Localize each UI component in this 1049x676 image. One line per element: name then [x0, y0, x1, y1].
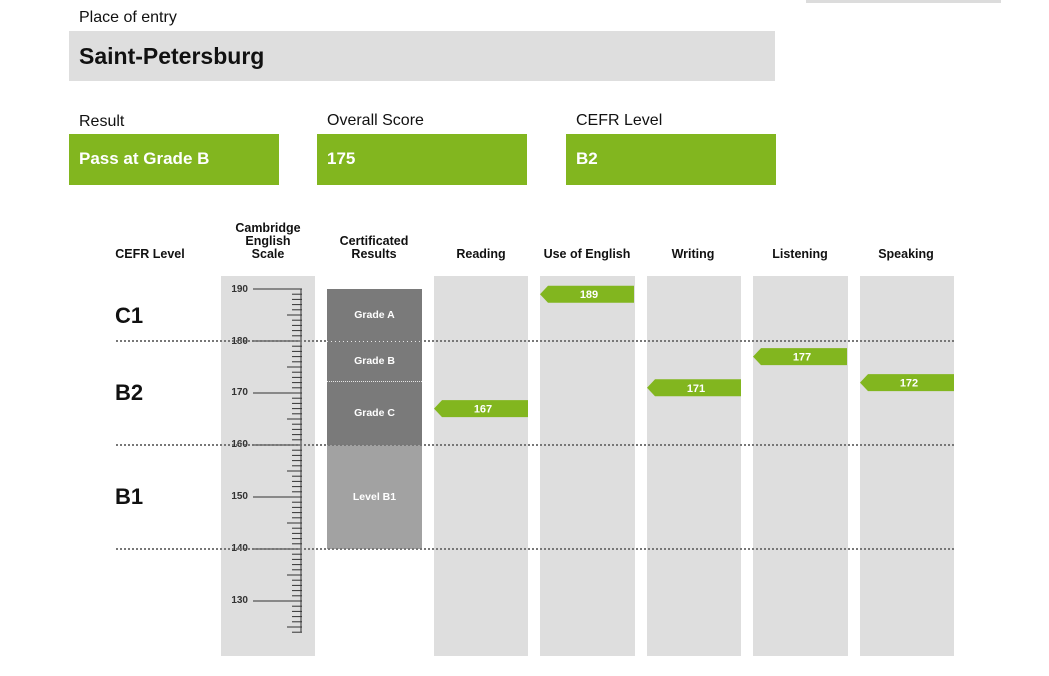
header-speaking: Speaking — [878, 247, 934, 261]
score-marker-listening — [753, 348, 847, 366]
tick-label-190: 190 — [231, 284, 248, 295]
cefr-level-box: B2 — [566, 134, 776, 185]
score-marker-use-of-english — [540, 285, 634, 303]
overall-score-box: 175 — [317, 134, 527, 185]
grade-separator — [327, 381, 422, 382]
cefr-boundary-140 — [116, 548, 954, 550]
cefr-level-b1: B1 — [115, 484, 144, 509]
score-marker-label: 172 — [900, 378, 918, 390]
score-marker-label: 171 — [687, 383, 705, 395]
speaking-column — [860, 276, 954, 656]
cefr-boundary-160 — [116, 444, 954, 446]
header-cefr-level: CEFR Level — [115, 247, 185, 261]
grade-b-band: Grade B — [327, 341, 422, 381]
place-of-entry-label: Place of entry — [79, 9, 177, 26]
score-marker-speaking — [860, 374, 954, 392]
grade-a-band: Grade A — [327, 289, 422, 341]
tick-label-130: 130 — [231, 595, 248, 606]
place-of-entry-value: Saint-Petersburg — [79, 43, 265, 69]
grade-c-label: Grade C — [354, 407, 395, 419]
result-value: Pass at Grade B — [79, 149, 210, 168]
grade-b-label: Grade B — [354, 355, 395, 367]
header-certificated-line2: Results — [351, 247, 397, 261]
header-cambridge-scale: Cambridge English Scale — [218, 222, 318, 261]
result-box: Pass at Grade B — [69, 134, 279, 185]
score-marker-writing — [647, 379, 741, 397]
score-marker-label: 189 — [580, 289, 598, 301]
header-cambridge-scale-line2: English — [245, 234, 291, 248]
use-of-english-column — [540, 276, 635, 656]
header-use-of-english: Use of English — [543, 247, 631, 261]
result-label: Result — [79, 113, 125, 130]
cefr-boundary-180 — [116, 340, 954, 342]
cefr-level-value: B2 — [576, 149, 598, 168]
writing-column — [647, 276, 741, 656]
tick-label-150: 150 — [231, 491, 248, 502]
header-cambridge-scale-line3: Scale — [251, 247, 285, 261]
listening-column — [753, 276, 848, 656]
score-marker-reading — [434, 400, 528, 418]
top-rule — [806, 0, 1001, 3]
scale-ruler — [253, 288, 302, 633]
reading-column — [434, 276, 528, 656]
header-writing: Writing — [671, 247, 715, 261]
level-b1-label: Level B1 — [352, 491, 397, 503]
score-marker-label: 177 — [793, 352, 811, 364]
grade-a-label: Grade A — [354, 309, 395, 321]
overall-score-value: 175 — [327, 149, 356, 168]
cefr-level-b2: B2 — [115, 380, 144, 405]
header-reading: Reading — [456, 247, 506, 261]
tick-label-170: 170 — [231, 387, 248, 398]
score-marker-label: 167 — [474, 404, 492, 416]
grade-c-band: Grade C — [327, 381, 422, 445]
header-certificated-results: Certificated Results — [324, 235, 424, 261]
cefr-level-label: CEFR Level — [576, 112, 663, 129]
overall-score-label: Overall Score — [327, 112, 424, 129]
header-cambridge-scale-line1: Cambridge — [235, 221, 301, 235]
header-certificated-line1: Certificated — [339, 234, 409, 248]
place-of-entry-box: Saint-Petersburg — [69, 31, 775, 81]
level-b1-band: Level B1 — [327, 445, 422, 549]
cefr-level-c1: C1 — [115, 303, 144, 328]
header-listening: Listening — [772, 247, 828, 261]
